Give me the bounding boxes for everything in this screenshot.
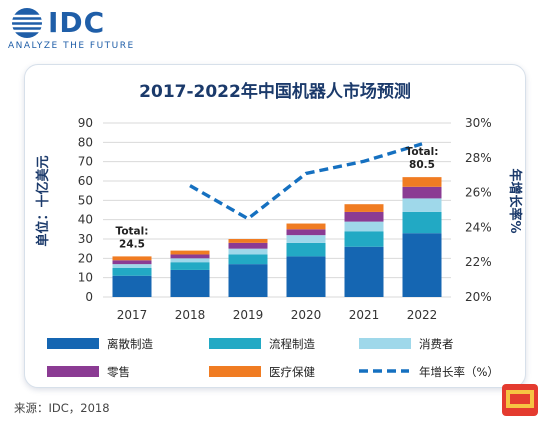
y-tick-label: 20 — [78, 251, 93, 265]
x-tick-label: 2019 — [233, 308, 264, 322]
grid-lines — [103, 122, 451, 298]
bar-segment-consumer — [402, 198, 442, 212]
total-label: Total: — [116, 225, 149, 237]
y-tick-label: 60 — [78, 174, 93, 188]
bar-segment-retail — [112, 260, 152, 265]
x-tick-label: 2021 — [349, 308, 380, 322]
bar-segment-process — [170, 262, 210, 270]
stacked-bars — [112, 177, 442, 297]
chart-card: 2017-2022年中国机器人市场预测 0 10 20 30 40 50 60 70 80 90 … — [24, 64, 526, 388]
header: IDC ANALYZE THE FUTURE — [0, 0, 549, 62]
total-value: 80.5 — [409, 159, 435, 171]
bar-segment-discrete — [402, 233, 442, 297]
x-tick-label: 2022 — [407, 308, 438, 322]
y2-tick-label: 20% — [465, 290, 492, 304]
legend-swatch-discrete — [47, 338, 99, 349]
y2-tick-label: 30% — [465, 116, 492, 130]
y2-axis-ticks: 20% 22% 24% 26% 28% 30% — [465, 116, 492, 304]
legend-swatch-retail — [47, 366, 99, 377]
y2-axis-label: 年增长率% — [507, 168, 523, 233]
bar-segment-health — [286, 223, 326, 230]
idc-logo-text: IDC — [48, 6, 106, 39]
bar-segment-consumer — [112, 264, 152, 268]
legend-label-discrete: 离散制造 — [107, 337, 153, 351]
x-axis-ticks: 2017 2018 2019 2020 2021 2022 — [117, 308, 438, 322]
bar-segment-health — [402, 177, 442, 187]
bar-segment-consumer — [170, 258, 210, 263]
chart-title: 2017-2022年中国机器人市场预测 — [139, 81, 411, 102]
bar-segment-retail — [286, 229, 326, 236]
bar-segment-retail — [344, 211, 384, 222]
x-tick-label: 2017 — [117, 308, 148, 322]
total-value: 24.5 — [119, 238, 145, 250]
bar-segment-health — [170, 250, 210, 255]
bar-segment-process — [112, 268, 152, 276]
bar-segment-discrete — [344, 246, 384, 297]
y-tick-label: 10 — [78, 271, 93, 285]
bar-segment-discrete — [228, 264, 268, 297]
legend-swatch-health — [209, 366, 261, 377]
y-tick-label: 90 — [78, 116, 93, 130]
legend-label-health: 医疗保健 — [269, 365, 315, 379]
bar-segment-health — [112, 256, 152, 261]
y2-tick-label: 26% — [465, 186, 492, 200]
y-tick-label: 80 — [78, 135, 93, 149]
idc-globe-icon — [12, 8, 42, 38]
bar-segment-consumer — [344, 221, 384, 232]
bar-segment-retail — [402, 186, 442, 199]
y-tick-label: 40 — [78, 213, 93, 227]
y-tick-label: 0 — [85, 290, 93, 304]
legend-label-retail: 零售 — [107, 365, 130, 379]
bar-segment-consumer — [228, 248, 268, 255]
y-axis-ticks: 0 10 20 30 40 50 60 70 80 90 — [78, 116, 93, 304]
bar-segment-discrete — [112, 275, 152, 297]
bar-segment-health — [228, 239, 268, 243]
watermark-logo-icon — [502, 384, 538, 416]
bar-segment-process — [344, 231, 384, 247]
x-tick-label: 2018 — [175, 308, 206, 322]
bar-segment-discrete — [170, 269, 210, 297]
y-axis-label: 单位：十亿美元 — [35, 155, 51, 246]
growth-line-layer — [189, 142, 423, 221]
idc-tagline: ANALYZE THE FUTURE — [8, 41, 135, 51]
legend-label-consumer: 消费者 — [419, 337, 454, 351]
y2-tick-label: 22% — [465, 255, 492, 269]
legend-swatch-consumer — [359, 338, 411, 349]
bar-segment-consumer — [286, 235, 326, 243]
y-tick-label: 70 — [78, 155, 93, 169]
bar-segment-health — [344, 204, 384, 212]
x-tick-label: 2020 — [291, 308, 322, 322]
source-note: 来源：IDC，2018 — [14, 401, 110, 415]
bar-segment-process — [228, 254, 268, 265]
total-label: Total: — [406, 146, 439, 158]
bar-segment-retail — [170, 254, 210, 259]
legend-label-process: 流程制造 — [269, 337, 315, 351]
bar-segment-discrete — [286, 256, 326, 297]
legend-swatch-process — [209, 338, 261, 349]
bar-segment-process — [402, 211, 442, 234]
y-tick-label: 30 — [78, 232, 93, 246]
bar-segment-process — [286, 242, 326, 257]
legend-label-growth: 年增长率（%） — [419, 365, 499, 379]
y2-tick-label: 28% — [465, 151, 492, 165]
y2-tick-label: 24% — [465, 220, 492, 234]
robot-market-chart: 2017-2022年中国机器人市场预测 0102030405060708090 … — [35, 81, 523, 379]
bar-segment-retail — [228, 242, 268, 249]
y-tick-label: 50 — [78, 193, 93, 207]
